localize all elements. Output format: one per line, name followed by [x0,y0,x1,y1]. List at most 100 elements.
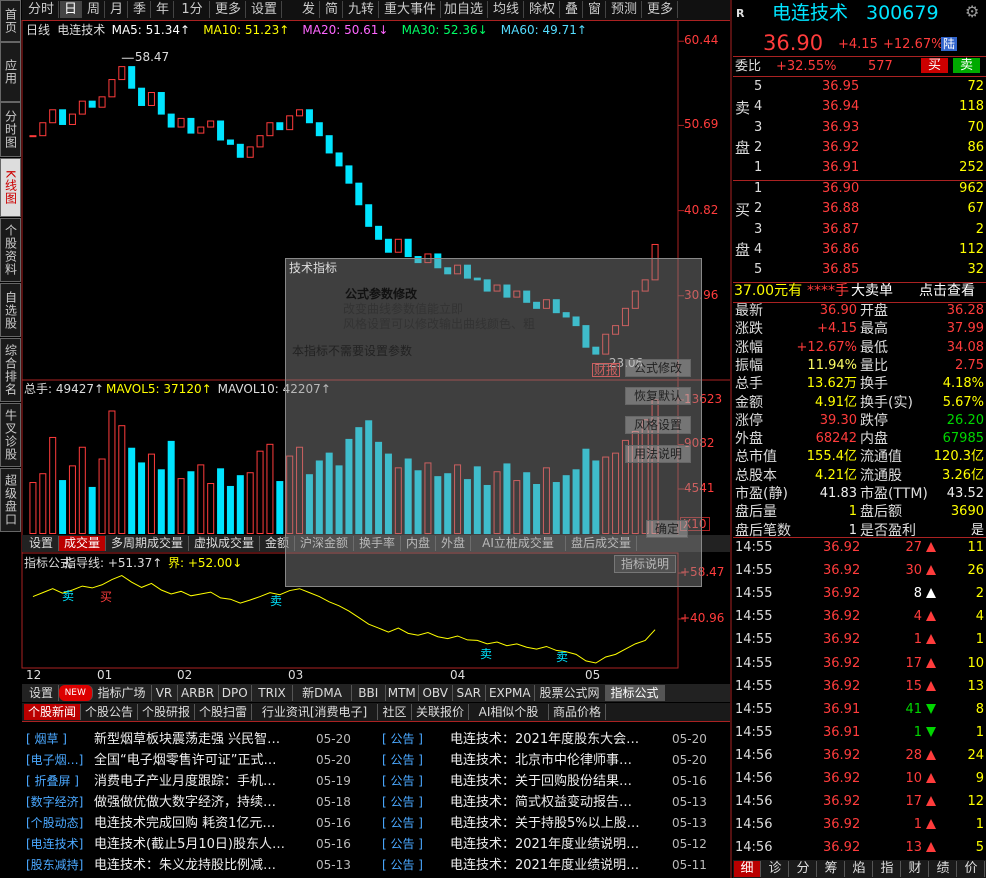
news-tag[interactable]: [ 公告 ] [382,858,423,872]
news-title[interactable]: 电连技术完成回购 耗资1亿元… [94,816,276,831]
volume-tab[interactable]: AI立桩成交量 [471,536,566,551]
formula-tab[interactable]: OBV [419,685,453,701]
volume-tab[interactable]: 盘后成交量 [566,536,637,551]
side-tab[interactable]: 综合排名 [0,338,21,402]
alert-text[interactable]: 点击查看 [919,283,975,299]
toolbar-tab[interactable]: 周 [83,1,105,18]
news-tag[interactable]: [ 公告 ] [382,837,423,851]
news-title[interactable]: 电连技术：关于持股5%以上股… [450,816,640,831]
bottom-tab[interactable]: 绩 [930,861,957,877]
side-tab[interactable]: 超级盘口 [0,468,21,532]
news-title[interactable]: 电连技术：2021年度业绩说明… [450,837,640,852]
news-tab[interactable]: 社区 [378,704,412,720]
formula-tab[interactable]: 指标公式 [605,685,665,701]
side-tab[interactable]: 自选股 [0,283,21,337]
toolbar-tab[interactable]: 年 [152,1,174,18]
formula-tab[interactable]: 股票公式网 [535,685,606,701]
bottom-tab[interactable]: 细 [734,861,761,877]
news-title[interactable]: 全国“电子烟零售许可证”正式… [94,753,277,768]
formula-tab[interactable]: TRIX [252,685,293,701]
news-title[interactable]: 电连技术：关于回购股份结果… [450,774,633,789]
volume-tab[interactable]: 沪深金额 [295,536,354,551]
news-tab[interactable]: 个股研报 [138,704,195,720]
news-tag[interactable]: [ 公告 ] [382,774,423,788]
news-tag[interactable]: [ 公告 ] [382,753,423,767]
side-tab[interactable]: 分时图 [0,102,21,157]
formula-tab[interactable]: 新DMA [293,685,352,701]
volume-tab[interactable]: 多周期成交量 [106,536,189,551]
bottom-tab[interactable]: 价 [958,861,985,877]
news-tab[interactable]: 个股新闻 [24,704,81,720]
popup-button[interactable]: 恢复默认 [625,387,692,405]
formula-tab[interactable]: 设置 [24,685,59,701]
news-title[interactable]: 电连技术：北京市中伦律师事… [450,753,633,768]
volume-tab[interactable]: 外盘 [436,536,471,551]
toolbar-tab[interactable]: 更多 [211,1,246,18]
toolbar-tab[interactable]: 均线 [489,1,524,18]
settings-icon[interactable]: ⚙ [965,2,980,21]
toolbar-tab[interactable]: 窗 [584,1,606,18]
news-tab[interactable]: 关联报价 [412,704,469,720]
news-title[interactable]: 消费电子产业月度跟踪：手机… [94,774,277,789]
formula-tab[interactable]: SAR [453,685,486,701]
bottom-tab[interactable]: 财 [902,861,929,877]
side-tab[interactable]: 牛叉诊股 [0,403,21,467]
toolbar-tab[interactable]: 九转 [344,1,379,18]
toolbar-tab[interactable]: 除权 [525,1,560,18]
bottom-tab[interactable]: 分 [790,861,817,877]
volume-tab[interactable]: 设置 [24,536,59,551]
news-tab[interactable]: AI相似个股 [469,704,549,720]
toolbar-tab[interactable]: 日 [60,1,82,18]
volume-tab[interactable]: 金额 [260,536,295,551]
side-tab[interactable]: 个股资料 [0,218,21,282]
formula-tab[interactable]: VR [152,685,178,701]
news-tab[interactable]: 商品价格 [549,704,606,720]
news-tag[interactable]: [ 公告 ] [382,732,423,746]
formula-tab[interactable]: NEW [59,685,93,701]
toolbar-tab[interactable]: 更多 [643,1,678,18]
toolbar-tab[interactable]: 月 [106,1,128,18]
formula-tab[interactable]: 指标广场 [93,685,152,701]
toolbar-tab[interactable]: 预测 [607,1,642,18]
side-tab[interactable]: 应用 [0,42,21,102]
news-title[interactable]: 电连技术：2021年度股东大会… [450,732,640,747]
news-tab[interactable]: 行业资讯[消费电子] [252,704,378,720]
buy-button[interactable]: 买 [921,58,948,73]
formula-tab[interactable]: EXPMA [486,685,535,701]
bottom-tab[interactable]: 焰 [846,861,873,877]
popup-button[interactable]: 风格设置 [625,416,692,434]
side-tab[interactable]: K线图 [0,158,21,217]
volume-tab[interactable]: 内盘 [401,536,436,551]
news-tag[interactable]: [数字经济] [26,795,84,809]
news-tag[interactable]: [个股动态] [26,816,84,830]
popup-button[interactable]: 公式修改 [625,359,692,377]
bottom-tab[interactable]: 指 [874,861,901,877]
news-tab[interactable]: 个股公告 [81,704,138,720]
news-tag[interactable]: [电子烟…] [26,753,84,767]
toolbar-tab[interactable]: 简 [321,1,343,18]
toolbar-tab[interactable]: 发 [298,1,320,18]
news-tag[interactable]: [ 折叠屏 ] [26,774,79,788]
news-title[interactable]: 电连技术：朱义龙持股比例减… [94,858,277,873]
formula-tab[interactable]: BBI [352,685,386,701]
news-tag[interactable]: [ 公告 ] [382,795,423,809]
news-title[interactable]: 电连技术：简式权益变动报告… [450,795,633,810]
formula-tab[interactable]: MTM [386,685,419,701]
news-title[interactable]: 电连技术：2021年度业绩说明… [450,858,640,873]
toolbar-tab[interactable]: 重大事件 [380,1,441,18]
toolbar-tab[interactable]: 叠 [561,1,583,18]
news-tag[interactable]: [股东减持] [26,858,84,872]
help-button[interactable]: 指标说明 [614,555,677,573]
formula-tab[interactable]: ARBR [178,685,219,701]
formula-tab[interactable]: DPO [219,685,252,701]
toolbar-tab[interactable]: 1分 [175,1,210,18]
news-title[interactable]: 做强做优做大数字经济，持续… [94,795,277,810]
news-tag[interactable]: [ 烟草 ] [26,732,67,746]
toolbar-tab[interactable]: 季 [129,1,151,18]
news-tag[interactable]: [ 公告 ] [382,816,423,830]
toolbar-tab[interactable]: 分时 [24,1,59,18]
bottom-tab[interactable]: 诊 [762,861,789,877]
bottom-tab[interactable]: 筹 [818,861,845,877]
volume-tab[interactable]: 换手率 [354,536,401,551]
volume-tab[interactable]: 虚拟成交量 [189,536,260,551]
